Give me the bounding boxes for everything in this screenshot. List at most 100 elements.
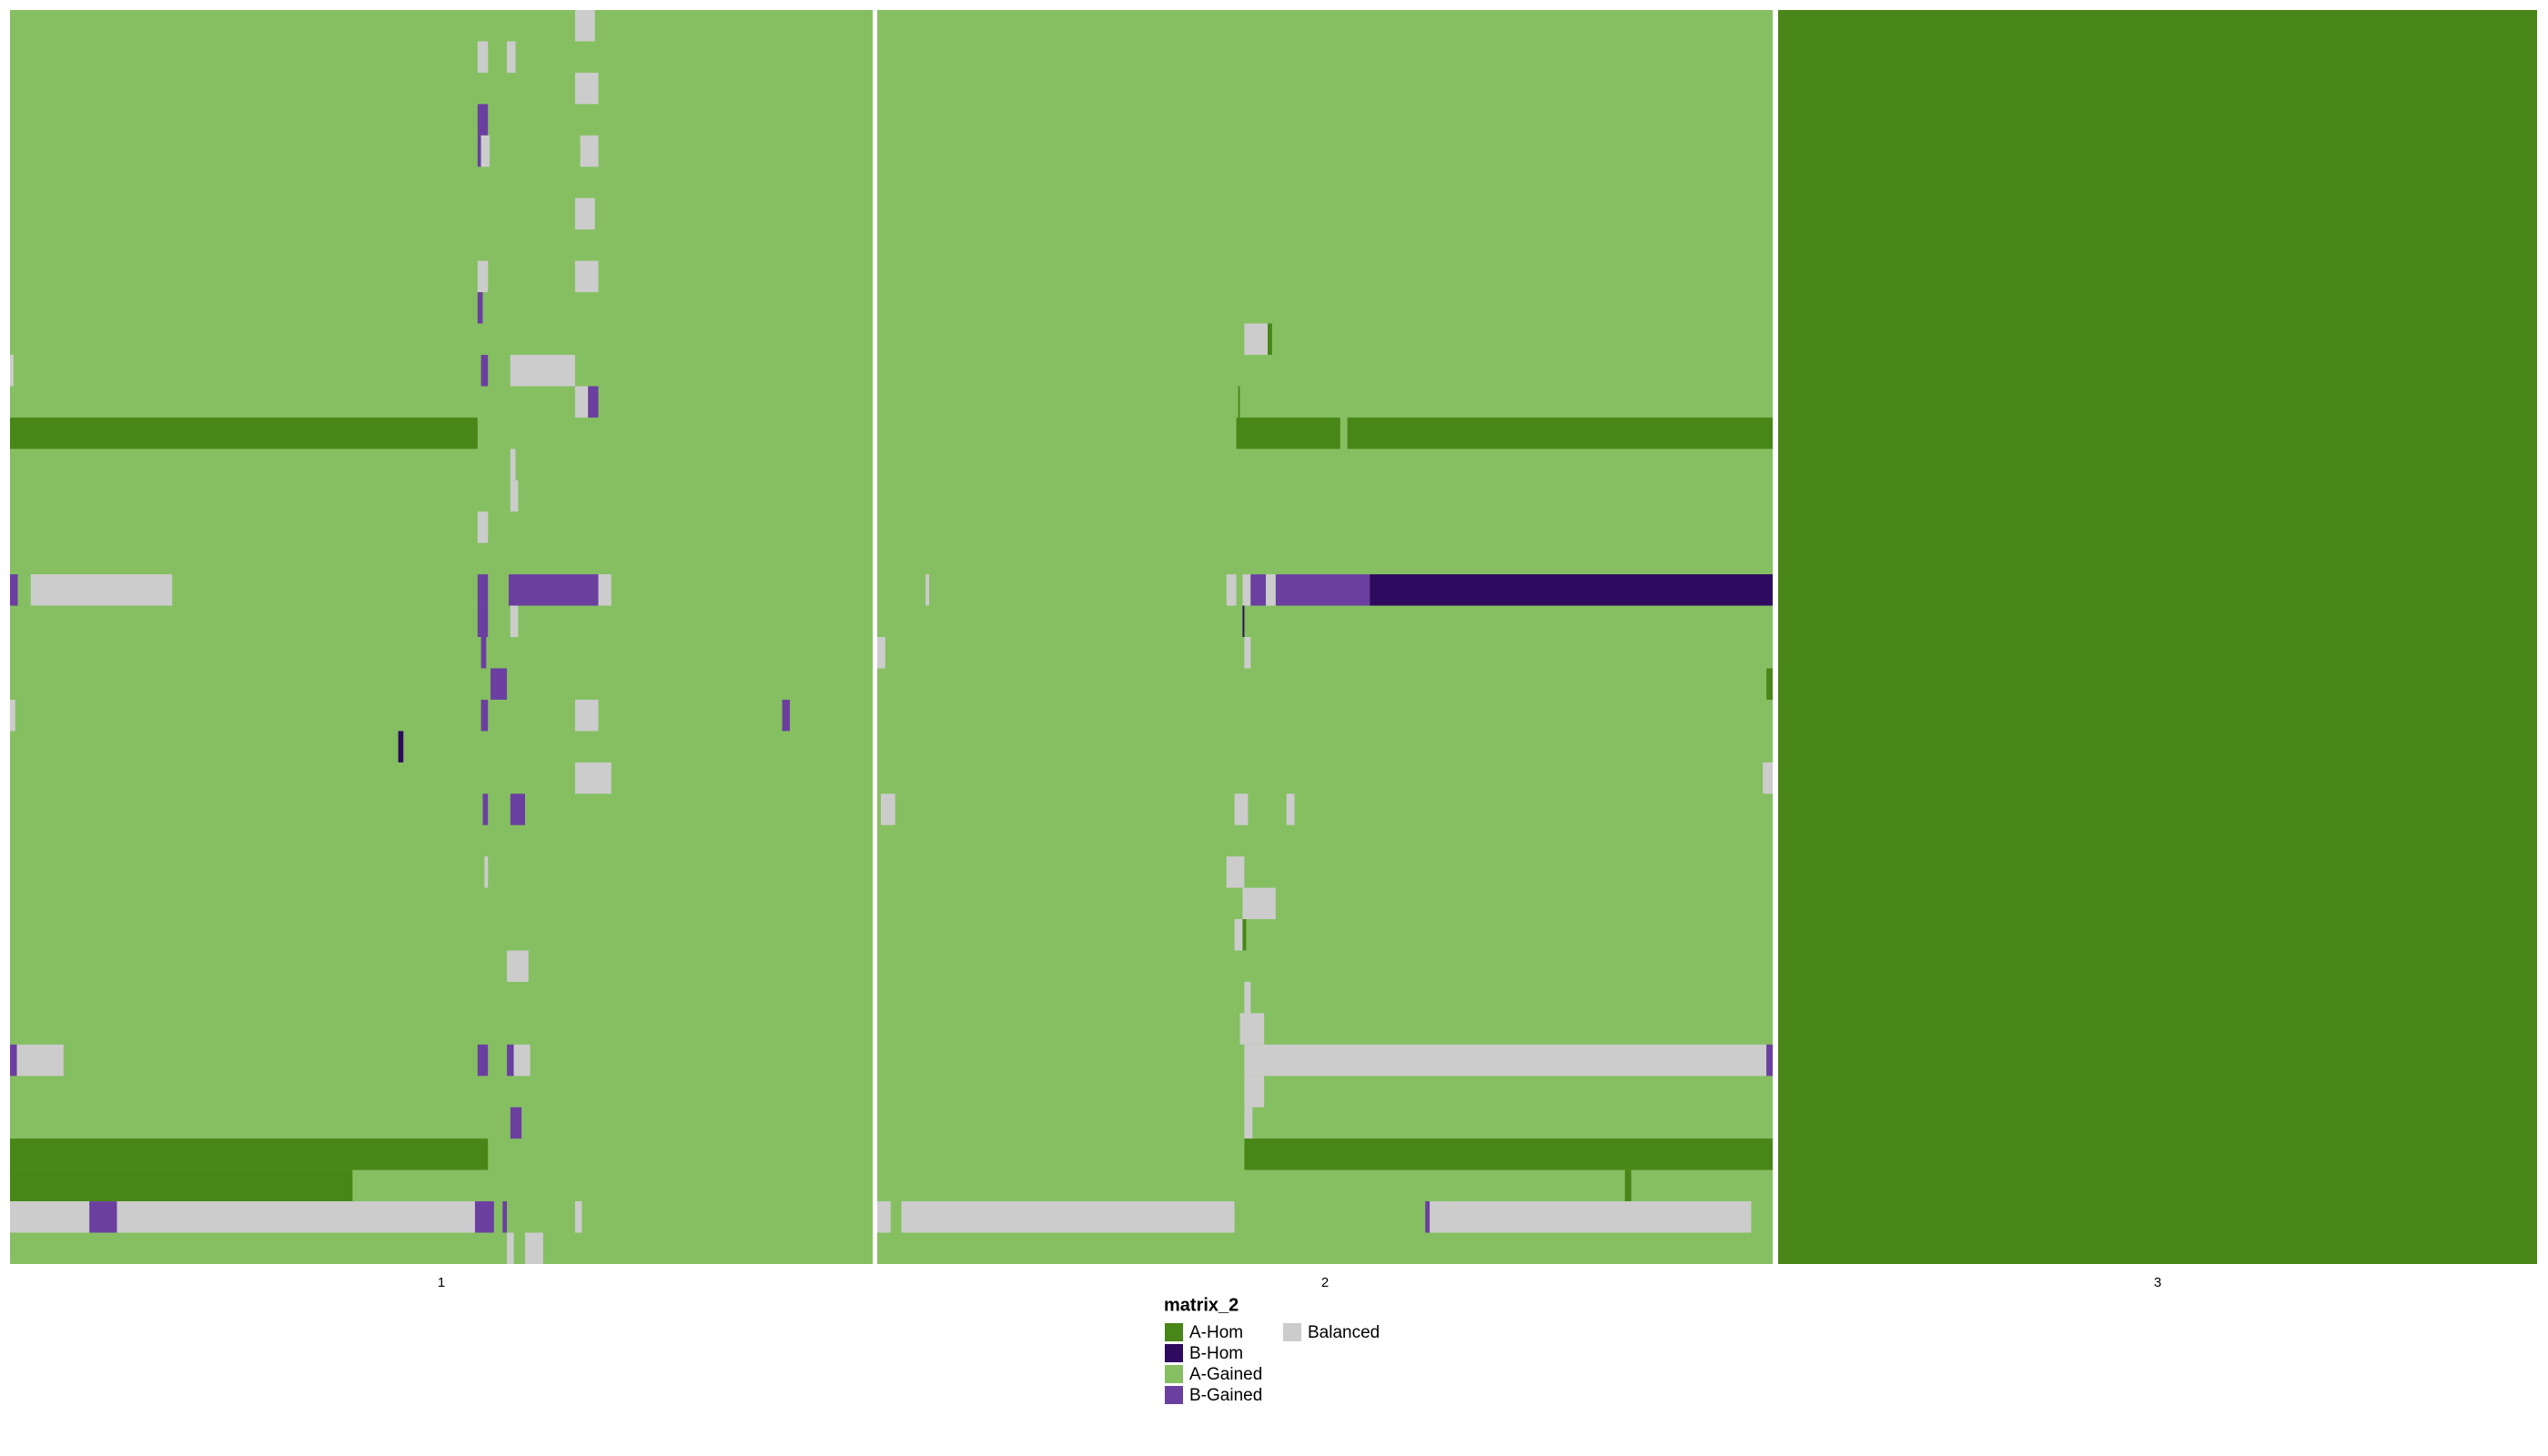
cell-block bbox=[880, 794, 895, 825]
cell-block bbox=[574, 197, 595, 230]
legend-title: matrix_2 bbox=[1164, 1295, 1239, 1315]
cell-block bbox=[480, 699, 489, 732]
panel-background bbox=[877, 10, 1773, 1264]
cell-block bbox=[782, 699, 790, 732]
cell-block bbox=[1268, 323, 1272, 355]
cell-block bbox=[1425, 1201, 1431, 1233]
legend-swatch bbox=[1283, 1323, 1301, 1341]
cell-block bbox=[1763, 762, 1773, 794]
cell-block bbox=[30, 574, 173, 606]
cell-block bbox=[1242, 574, 1251, 606]
cell-block bbox=[574, 386, 589, 418]
cell-block bbox=[1244, 1044, 1767, 1077]
cell-block bbox=[574, 10, 595, 42]
cell-block bbox=[507, 950, 529, 982]
legend-swatch bbox=[1165, 1323, 1183, 1341]
cell-block bbox=[480, 135, 490, 167]
cell-block bbox=[474, 1201, 494, 1233]
cell-block bbox=[10, 417, 478, 450]
legend-label: A-Hom bbox=[1189, 1323, 1243, 1342]
cell-block bbox=[1244, 1138, 1773, 1170]
legend-swatch bbox=[1165, 1365, 1183, 1383]
panel-background bbox=[1778, 10, 2537, 1264]
cell-block bbox=[490, 668, 508, 700]
cell-block bbox=[1250, 574, 1267, 606]
cell-block bbox=[10, 699, 15, 732]
cell-block bbox=[513, 1044, 531, 1077]
legend-swatch bbox=[1165, 1344, 1183, 1362]
cell-block bbox=[10, 1201, 90, 1233]
cell-block bbox=[1226, 856, 1245, 888]
cell-block bbox=[1266, 574, 1276, 606]
cell-block bbox=[16, 1044, 64, 1077]
cell-block bbox=[477, 104, 489, 136]
cell-block bbox=[507, 1232, 514, 1264]
cell-block bbox=[1347, 417, 1773, 450]
cell-block bbox=[10, 574, 18, 606]
cell-block bbox=[480, 354, 489, 387]
cell-block bbox=[484, 856, 489, 888]
cell-block bbox=[1242, 919, 1247, 951]
cell-block bbox=[89, 1201, 117, 1233]
cell-block bbox=[1238, 386, 1240, 418]
cell-block bbox=[925, 574, 930, 606]
cell-block bbox=[480, 637, 487, 669]
cell-block bbox=[10, 1169, 353, 1202]
cell-block bbox=[1239, 1013, 1265, 1045]
cell-block bbox=[510, 449, 516, 480]
panel-label: 1 bbox=[438, 1275, 445, 1290]
cell-block bbox=[1370, 574, 1773, 606]
cell-block bbox=[1236, 417, 1340, 450]
cell-block bbox=[1234, 794, 1249, 825]
cell-block bbox=[477, 605, 489, 637]
cell-block bbox=[510, 794, 525, 825]
legend-label: Balanced bbox=[1308, 1323, 1380, 1342]
cell-block bbox=[116, 1201, 475, 1233]
cell-block bbox=[507, 1044, 514, 1077]
cell-block bbox=[507, 41, 516, 73]
panel-label: 3 bbox=[2154, 1275, 2161, 1290]
cell-block bbox=[1226, 574, 1237, 606]
cell-block bbox=[1624, 1169, 1632, 1202]
cell-block bbox=[1234, 919, 1243, 951]
cell-block bbox=[510, 605, 519, 637]
cell-block bbox=[10, 1044, 17, 1077]
cell-block bbox=[508, 574, 599, 606]
cell-block bbox=[524, 1232, 543, 1264]
cell-block bbox=[1244, 323, 1269, 355]
cell-block bbox=[1244, 1107, 1253, 1139]
cell-block bbox=[477, 41, 489, 73]
cell-block bbox=[901, 1201, 1235, 1233]
cell-block bbox=[482, 794, 489, 825]
cell-block bbox=[477, 574, 489, 606]
cell-block bbox=[1244, 981, 1251, 1014]
cell-block bbox=[510, 1107, 522, 1139]
legend-label: B-Hom bbox=[1189, 1344, 1243, 1363]
cell-block bbox=[574, 1201, 582, 1233]
cell-block bbox=[510, 354, 575, 387]
cell-block bbox=[877, 1201, 891, 1233]
cell-block bbox=[477, 511, 489, 543]
cell-block bbox=[574, 260, 599, 293]
panel-background bbox=[10, 10, 873, 1264]
cell-block bbox=[1286, 794, 1295, 825]
cell-block bbox=[477, 1044, 489, 1077]
cell-block bbox=[477, 135, 481, 167]
cell-block bbox=[598, 574, 612, 606]
cell-block bbox=[477, 260, 489, 293]
legend-label: A-Gained bbox=[1189, 1365, 1262, 1384]
cell-block bbox=[10, 354, 14, 387]
cell-block bbox=[510, 480, 519, 512]
cell-block bbox=[10, 1138, 489, 1170]
cell-block bbox=[574, 72, 599, 105]
legend-swatch bbox=[1165, 1386, 1183, 1404]
panel-label: 2 bbox=[1321, 1275, 1329, 1290]
cell-block bbox=[477, 292, 483, 324]
cell-block bbox=[1242, 887, 1276, 920]
cell-block bbox=[1430, 1201, 1752, 1233]
cell-block bbox=[1275, 574, 1370, 606]
cell-block bbox=[502, 1201, 508, 1233]
cell-block bbox=[1766, 668, 1773, 700]
